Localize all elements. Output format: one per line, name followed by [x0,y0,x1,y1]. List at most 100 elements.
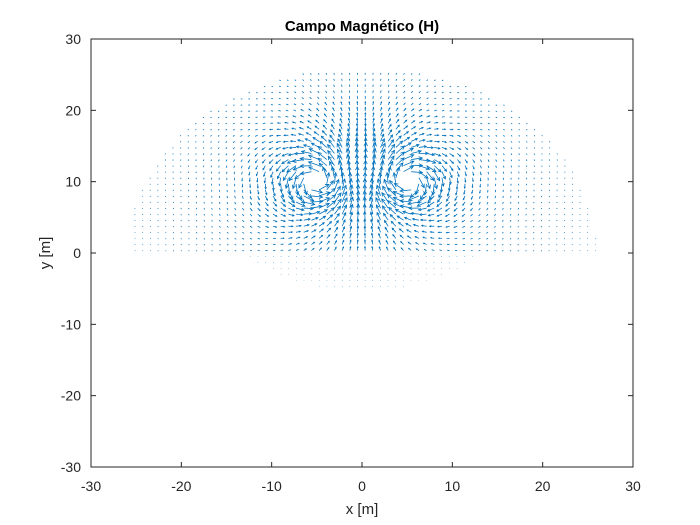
field-arrow-head [276,122,279,124]
field-arrow [380,133,385,142]
field-arrow-head [349,225,353,229]
field-arrow-head [343,197,348,202]
field-arrow [470,231,473,234]
field-arrow-head [328,227,332,231]
field-arrow [211,244,213,246]
field-arrow [413,224,420,227]
field-arrow [372,123,375,130]
field-arrow [387,134,393,142]
field-arrow-head [448,181,452,186]
field-arrow [371,178,374,190]
field-arrow-head [348,112,351,115]
field-arrow [478,219,481,223]
field-arrow [411,138,418,142]
field-arrow [278,177,282,186]
field-arrow-head [327,240,330,243]
field-arrow-head [347,171,353,177]
field-arrow-head [407,241,410,244]
field-arrow [211,207,213,210]
field-arrow [380,123,384,130]
field-arrow [188,244,190,246]
field-arrow-head [298,236,301,239]
field-arrow-head [375,204,380,209]
field-arrow-head [479,185,482,188]
field-arrow [310,73,312,75]
x-axis-label: x [m] [346,501,379,518]
field-arrow [410,261,412,263]
field-arrow-head [335,178,340,184]
field-arrow [165,244,167,246]
field-arrow-head [381,191,386,197]
field-arrow [480,141,483,144]
field-arrow [526,141,528,143]
field-arrow [503,110,505,112]
field-arrow [372,148,376,160]
field-arrow-head [409,193,415,198]
field-arrow [240,165,243,169]
field-arrow-head [378,246,381,249]
field-arrow [334,186,341,197]
field-arrow [302,85,305,88]
field-arrow-head [416,143,420,148]
field-arrow [347,128,351,136]
field-arrow [432,183,435,195]
field-arrow-head [430,139,434,143]
field-arrow [548,226,550,228]
field-arrow [399,228,404,233]
field-arrow [318,261,320,263]
field-arrow-head [400,151,405,156]
field-arrow [400,200,412,203]
field-arrow [218,225,221,228]
field-arrow [487,116,490,119]
field-arrow-head [405,223,408,226]
field-arrow [418,207,427,211]
field-arrow [372,154,376,166]
field-arrow-head [389,213,393,218]
field-arrow [412,218,419,221]
field-arrow-head [408,206,413,211]
field-arrow-head [263,174,266,178]
field-arrow [380,129,384,136]
field-arrow-head [249,186,252,189]
field-arrow [217,122,220,125]
field-arrow-head [307,120,310,123]
field-arrow [349,204,353,215]
field-arrow [311,211,320,215]
field-arrow [387,155,395,166]
field-arrow-head [378,232,381,236]
field-arrow-head [399,194,404,199]
field-arrow [418,79,421,82]
field-arrow [203,250,206,252]
field-arrow-head [349,232,352,236]
y-tick-label: -30 [61,459,81,475]
field-arrow [387,194,397,203]
field-arrow-head [372,127,376,132]
field-arrow-head [302,144,307,148]
field-arrow [318,184,330,191]
field-arrow [210,135,212,137]
field-arrow-head [442,176,446,180]
field-arrow [410,90,414,94]
field-arrow-head [364,127,367,131]
field-arrow [479,159,483,163]
field-arrow [293,109,297,112]
field-arrow [296,146,304,148]
field-arrow [517,225,520,228]
field-arrow-head [380,117,383,121]
field-arrow [333,90,335,94]
field-arrow [314,131,320,136]
field-arrow-head [254,148,257,150]
field-arrow [434,85,436,88]
field-arrow [355,142,358,154]
field-arrow [426,109,430,112]
field-arrow [247,122,251,125]
field-arrow-head [405,119,408,122]
field-arrow-head [471,186,474,189]
field-arrow-head [409,154,415,159]
field-arrow [325,72,328,75]
field-arrow-head [268,141,271,144]
field-arrow-head [399,199,404,204]
field-arrow-head [389,123,392,127]
field-arrow [280,183,282,192]
field-arrow-head [389,160,394,166]
